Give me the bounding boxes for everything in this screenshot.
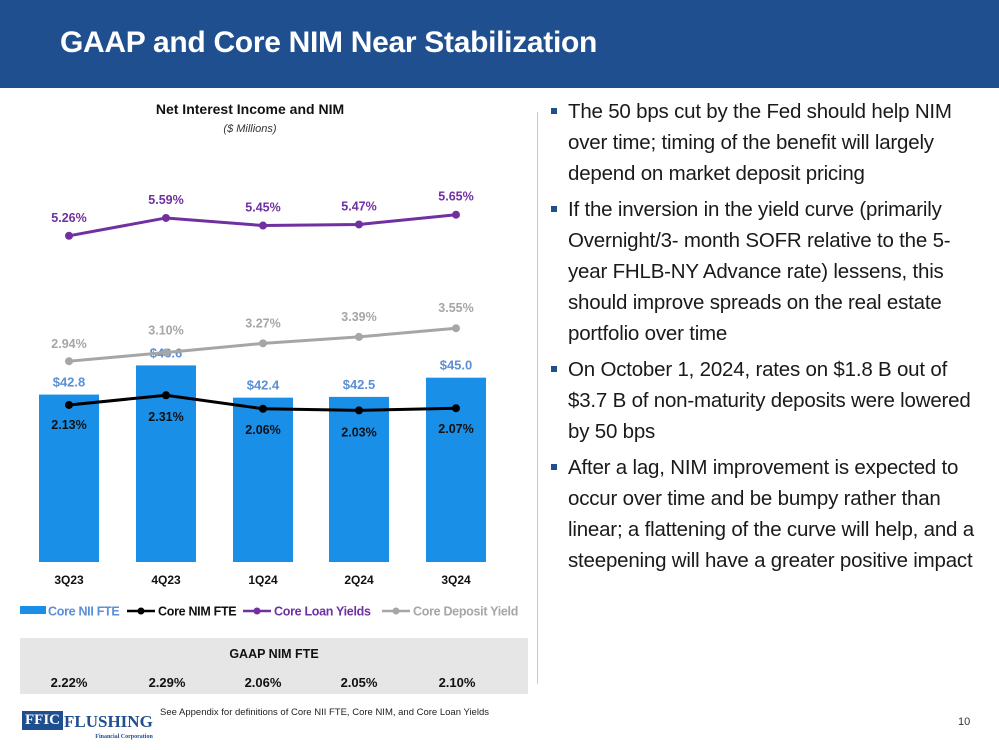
gaap-nim-value: 2.29% xyxy=(148,675,186,690)
bar-core-nii xyxy=(329,396,389,562)
series-point xyxy=(162,348,170,357)
gaap-nim-value: 2.06% xyxy=(244,675,282,690)
series-point xyxy=(452,210,460,219)
bar-value-label: $42.5 xyxy=(343,377,376,392)
data-label-box xyxy=(338,307,380,326)
series-point xyxy=(162,213,170,222)
series-point xyxy=(452,324,460,333)
bullet-item: After a lag, NIM improvement is expected… xyxy=(548,452,988,576)
chart-subtitle: ($ Millions) xyxy=(223,123,277,135)
series-point xyxy=(452,404,460,413)
legend-swatch-marker xyxy=(137,607,145,615)
data-label-box xyxy=(435,299,477,318)
bullet-list: The 50 bps cut by the Fed should help NI… xyxy=(548,96,988,581)
data-label-box xyxy=(145,321,187,340)
logo-subtitle: Financial Corporation xyxy=(95,734,153,740)
x-tick-label: 2Q24 xyxy=(344,573,374,587)
data-label-box xyxy=(242,198,284,217)
series-point xyxy=(65,357,73,366)
legend-swatch-marker xyxy=(253,607,261,615)
data-label: 3.10% xyxy=(148,324,183,338)
series-point xyxy=(259,221,267,230)
bullet-square-icon xyxy=(551,108,557,114)
data-label: 2.06% xyxy=(245,423,280,437)
data-label: 2.13% xyxy=(51,418,86,432)
bullet-text: The 50 bps cut by the Fed should help NI… xyxy=(568,100,952,185)
footnote: See Appendix for definitions of Core NII… xyxy=(160,707,489,718)
data-label: 2.07% xyxy=(438,422,473,436)
header-bar: GAAP and Core NIM Near Stabilization xyxy=(0,0,999,88)
legend-swatch-bar xyxy=(20,606,46,614)
data-label-box xyxy=(48,208,90,227)
x-tick-label: 4Q23 xyxy=(151,573,181,587)
bullet-square-icon xyxy=(551,464,557,470)
data-label-box xyxy=(338,197,380,216)
logo-mark: FFIC xyxy=(22,711,63,730)
bar-core-nii xyxy=(39,394,99,562)
bullet-square-icon xyxy=(551,366,557,372)
data-label-box xyxy=(242,314,284,333)
gaap-nim-value: 2.05% xyxy=(340,675,378,690)
data-label-box xyxy=(435,187,477,206)
legend-label: Core NIM FTE xyxy=(158,605,236,619)
series-point xyxy=(259,339,267,348)
series-point xyxy=(355,332,363,341)
series-point xyxy=(355,220,363,229)
bar-value-label: $42.8 xyxy=(53,375,86,390)
x-tick-label: 3Q24 xyxy=(441,573,471,587)
chart-title: Net Interest Income and NIM xyxy=(156,101,344,117)
company-logo: FFIC FLUSHING Financial Corporation xyxy=(22,706,153,740)
data-label: 2.94% xyxy=(51,337,86,351)
data-label: 5.59% xyxy=(148,193,183,207)
data-label: 2.03% xyxy=(341,425,376,439)
series-point xyxy=(259,404,267,413)
data-label-box xyxy=(145,190,187,209)
data-label: 5.45% xyxy=(245,201,280,215)
series-point xyxy=(162,391,170,400)
x-tick-label: 3Q23 xyxy=(54,573,84,587)
bullet-item: If the inversion in the yield curve (pri… xyxy=(548,194,988,349)
bar-value-label: $45.0 xyxy=(440,358,473,373)
bullet-item: The 50 bps cut by the Fed should help NI… xyxy=(548,96,988,189)
series-point xyxy=(65,231,73,240)
logo-wordmark: FLUSHING Financial Corporation xyxy=(64,712,153,740)
data-label: 3.39% xyxy=(341,310,376,324)
gaap-nim-value: 2.10% xyxy=(438,675,476,690)
page-number: 10 xyxy=(958,716,971,728)
bullet-text: After a lag, NIM improvement is expected… xyxy=(568,456,974,572)
page-title: GAAP and Core NIM Near Stabilization xyxy=(60,26,598,59)
bar-value-label: $42.4 xyxy=(247,378,280,393)
nii-nim-chart: Net Interest Income and NIM ($ Millions) $… xyxy=(20,101,518,619)
data-label: 3.27% xyxy=(245,316,280,330)
data-label: 3.55% xyxy=(438,301,473,315)
bullet-square-icon xyxy=(551,206,557,212)
data-label: 5.26% xyxy=(51,211,86,225)
gaap-nim-label: GAAP NIM FTE xyxy=(229,647,319,661)
logo-word-text: FLUSHING xyxy=(64,712,153,731)
legend-swatch-marker xyxy=(392,607,400,615)
bullet-item: On October 1, 2024, rates on $1.8 B out … xyxy=(548,354,988,447)
series-point xyxy=(355,406,363,415)
gaap-nim-value: 2.22% xyxy=(50,675,88,690)
vertical-divider xyxy=(537,112,538,684)
data-label-box xyxy=(48,335,90,354)
bullet-text: If the inversion in the yield curve (pri… xyxy=(568,198,951,345)
bullet-text: On October 1, 2024, rates on $1.8 B out … xyxy=(568,358,971,443)
gaap-nim-table: GAAP NIM FTE 2.22% 2.29% 2.06% 2.05% 2.1… xyxy=(20,638,528,694)
data-label: 5.65% xyxy=(438,190,473,204)
legend-label: Core Loan Yields xyxy=(274,605,371,619)
bar-core-nii xyxy=(233,397,293,562)
series-point xyxy=(65,400,73,409)
x-tick-label: 1Q24 xyxy=(248,573,278,587)
data-label: 2.31% xyxy=(148,410,183,424)
legend-label: Core NII FTE xyxy=(48,605,119,619)
legend-label: Core Deposit Yield xyxy=(413,605,518,619)
data-label: 5.47% xyxy=(341,199,376,213)
